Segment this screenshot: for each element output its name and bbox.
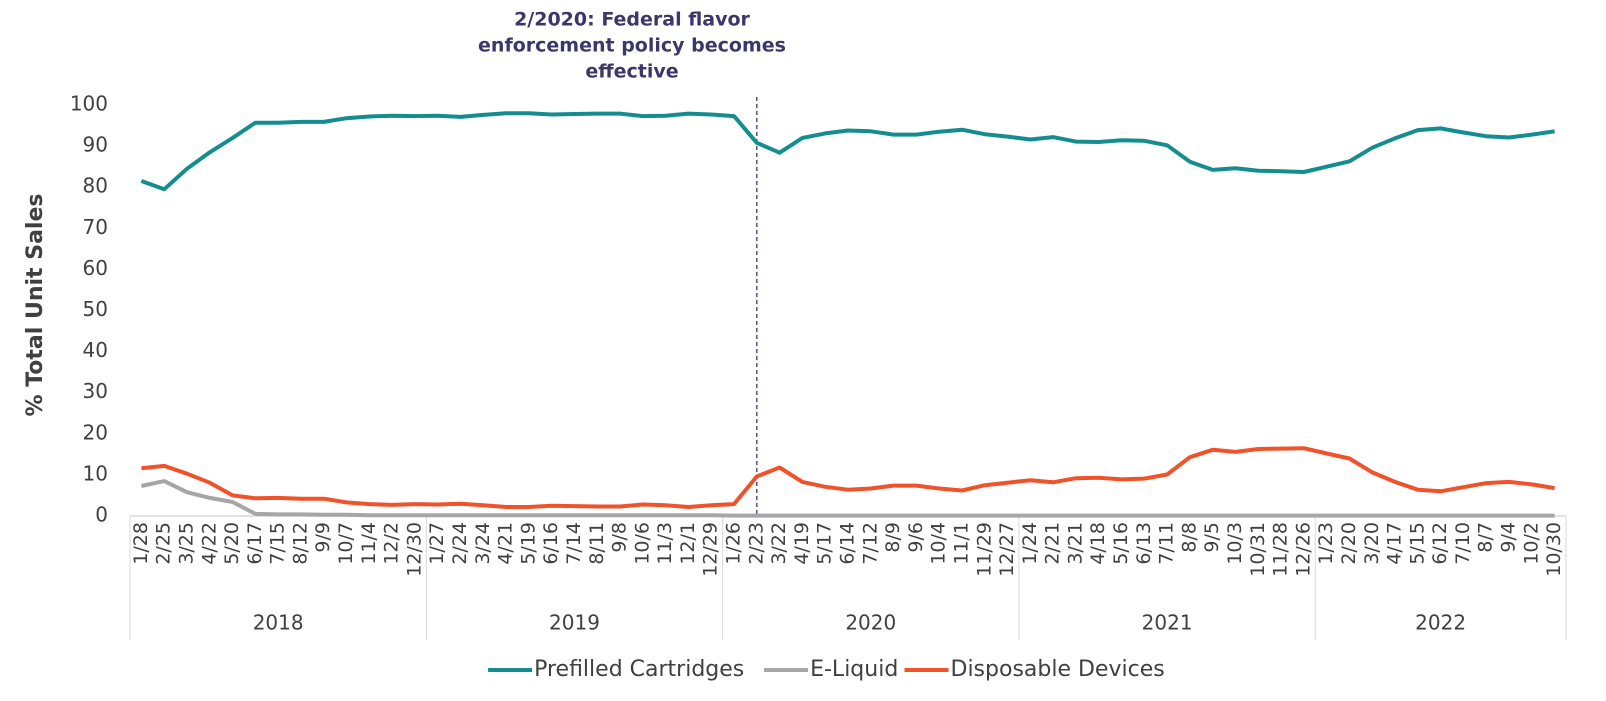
x-tick-label: 1/24 (1019, 522, 1041, 565)
x-tick-label: 6/12 (1429, 522, 1451, 565)
x-tick-label: 3/21 (1064, 522, 1086, 565)
x-tick-label: 12/26 (1292, 522, 1314, 577)
y-tick-label: 50 (83, 297, 108, 321)
x-tick-label: 10/4 (928, 522, 950, 565)
y-tick-label: 20 (83, 420, 108, 444)
x-tick-label: 11/28 (1270, 522, 1292, 577)
x-tick-label: 11/4 (358, 522, 380, 565)
y-tick-label: 60 (83, 256, 108, 280)
x-group-label: 2018 (253, 611, 304, 635)
x-tick-label: 5/16 (1110, 522, 1132, 565)
x-tick-label: 2/20 (1338, 522, 1360, 565)
x-tick-label: 10/7 (335, 522, 357, 565)
x-tick-label: 11/29 (973, 522, 995, 577)
x-tick-label: 12/1 (677, 522, 699, 565)
y-tick-label: 90 (83, 133, 108, 157)
x-tick-label: 2/23 (745, 522, 767, 565)
x-tick-label: 1/26 (723, 522, 745, 565)
x-tick-label: 8/9 (882, 522, 904, 553)
x-tick-label: 6/17 (244, 522, 266, 565)
x-tick-label: 8/7 (1475, 522, 1497, 553)
y-tick-label: 70 (83, 215, 108, 239)
x-tick-label: 3/20 (1361, 522, 1383, 565)
annotation-text: 2/2020: Federal flavor (514, 9, 750, 31)
x-tick-label: 10/6 (631, 522, 653, 565)
y-axis-label: % Total Unit Sales (23, 194, 48, 417)
series-line (140, 479, 1555, 518)
x-tick-label: 8/12 (289, 522, 311, 565)
y-tick-label: 10 (83, 461, 108, 485)
x-tick-label: 9/9 (312, 522, 334, 553)
y-tick-label: 40 (83, 338, 108, 362)
x-tick-label: 1/27 (426, 522, 448, 565)
x-tick-label: 4/18 (1087, 522, 1109, 565)
y-tick-label: 0 (95, 503, 108, 527)
series-line (141, 446, 1555, 509)
x-tick-label: 2/21 (1042, 522, 1064, 565)
x-tick-label: 9/6 (905, 522, 927, 553)
x-tick-label: 12/29 (700, 522, 722, 577)
x-tick-label: 12/30 (403, 522, 425, 577)
annotation-text: effective (585, 61, 678, 83)
x-tick-label: 3/24 (472, 522, 494, 565)
legend-label: E-Liquid (810, 657, 898, 682)
y-tick-label: 30 (83, 379, 108, 403)
x-tick-label: 1/28 (130, 522, 152, 565)
x-tick-label: 9/8 (609, 522, 631, 553)
x-tick-label: 2/24 (449, 522, 471, 565)
x-tick-label: 9/5 (1201, 522, 1223, 553)
x-tick-label: 4/17 (1384, 522, 1406, 565)
x-tick-label: 4/19 (791, 522, 813, 565)
y-tick-label: 100 (70, 92, 108, 116)
x-tick-label: 5/19 (517, 522, 539, 565)
x-tick-label: 6/14 (837, 522, 859, 565)
x-group-label: 2021 (1142, 611, 1193, 635)
x-tick-label: 11/3 (654, 522, 676, 565)
x-tick-label: 7/10 (1452, 522, 1474, 565)
legend-label: Prefilled Cartridges (534, 657, 744, 682)
x-tick-label: 7/11 (1156, 522, 1178, 565)
x-tick-label: 2/25 (153, 522, 175, 565)
x-tick-label: 5/15 (1406, 522, 1428, 565)
x-tick-label: 10/31 (1247, 522, 1269, 577)
legend-label: Disposable Devices (951, 657, 1165, 682)
x-tick-label: 7/15 (267, 522, 289, 565)
x-tick-label: 3/22 (768, 522, 790, 565)
y-tick-label: 80 (83, 174, 108, 198)
x-group-label: 2022 (1415, 611, 1466, 635)
series-line (140, 111, 1555, 192)
x-tick-label: 3/25 (175, 522, 197, 565)
x-tick-label: 7/14 (563, 522, 585, 565)
x-tick-label: 5/20 (221, 522, 243, 565)
x-group-label: 2020 (845, 611, 896, 635)
x-tick-label: 8/8 (1178, 522, 1200, 553)
x-tick-label: 1/23 (1315, 522, 1337, 565)
x-group-label: 2019 (549, 611, 600, 635)
x-tick-label: 4/22 (198, 522, 220, 565)
x-tick-label: 10/30 (1543, 522, 1565, 577)
x-tick-label: 8/11 (586, 522, 608, 565)
x-tick-label: 12/27 (996, 522, 1018, 577)
x-tick-label: 6/16 (540, 522, 562, 565)
annotation-text: enforcement policy becomes (478, 35, 786, 57)
x-tick-label: 6/13 (1133, 522, 1155, 565)
x-tick-label: 10/3 (1224, 522, 1246, 565)
x-tick-label: 10/2 (1520, 522, 1542, 565)
x-tick-label: 7/12 (859, 522, 881, 565)
x-tick-label: 12/2 (381, 522, 403, 565)
x-tick-label: 5/17 (814, 522, 836, 565)
x-tick-label: 11/1 (950, 522, 972, 565)
x-tick-label: 9/4 (1498, 522, 1520, 553)
x-tick-label: 4/21 (495, 522, 517, 565)
